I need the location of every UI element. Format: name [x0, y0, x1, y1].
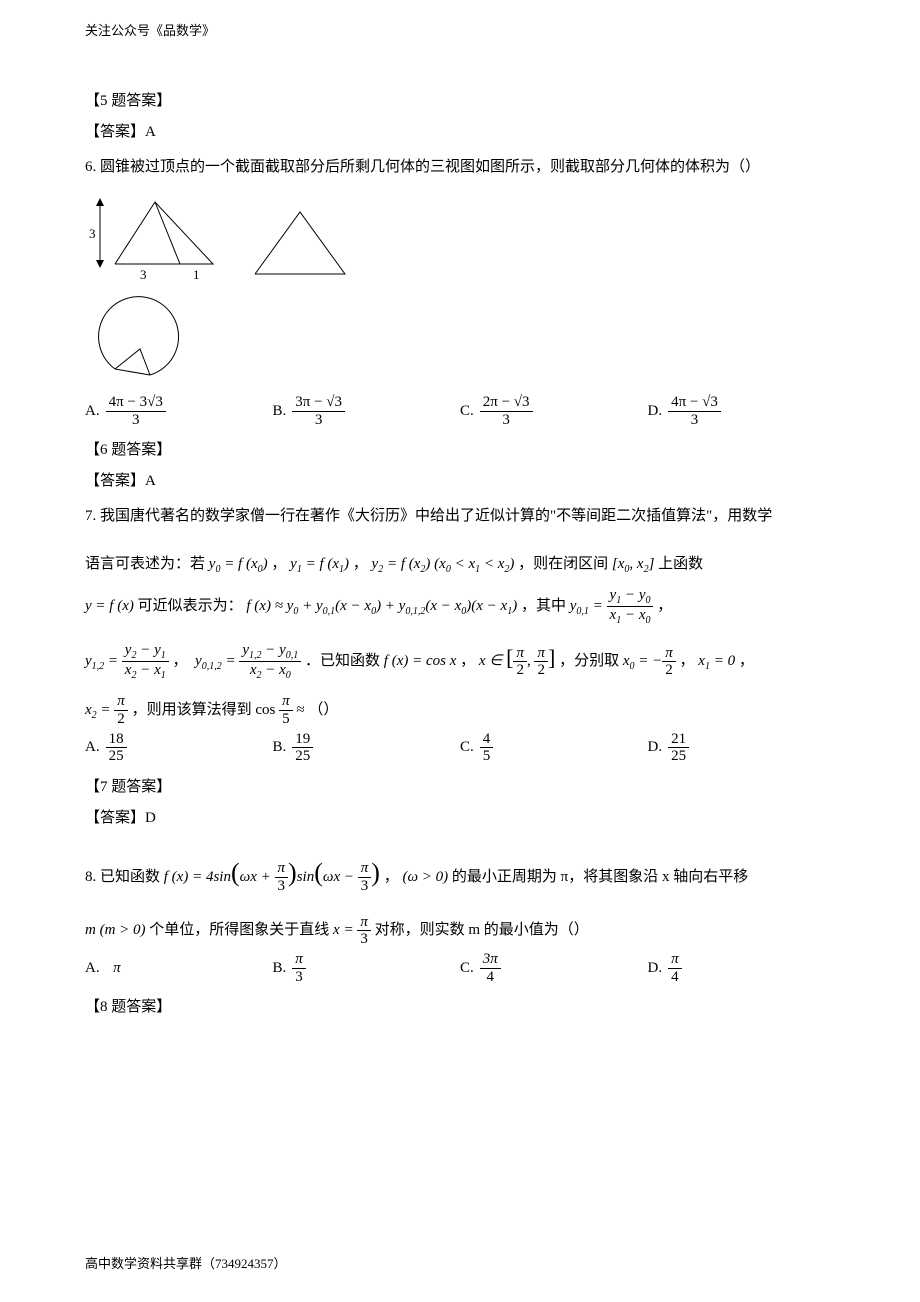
q7-option-a: A. 1825: [85, 731, 273, 765]
q6-options: A. 4π − 3√33 B. 3π − √33 C. 2π − √33 D. …: [85, 394, 835, 428]
top-view-diagram: [85, 284, 195, 384]
q5-answer-heading: 【5 题答案】: [85, 89, 835, 110]
q6-answer: 【答案】A: [85, 469, 835, 490]
q7-line1: 7. 我国唐代著名的数学家僧一行在著作《大衍历》中给出了近似计算的"不等间距二次…: [85, 500, 835, 533]
q7-answer-heading: 【7 题答案】: [85, 775, 835, 796]
q8-option-d: D. π4: [648, 951, 836, 985]
q7-line2: 语言可表述为：若 y0 = f (x0) ， y1 = f (x1) ， y2 …: [85, 543, 835, 585]
q6-option-d: D. 4π − √33: [648, 394, 836, 428]
q7-line3: y = f (x) 可近似表示为： f (x) ≈ y0 + y0,1(x − …: [85, 585, 835, 627]
svg-text:3: 3: [140, 267, 147, 282]
q6-diagrams: 3 3 1: [85, 194, 835, 384]
q7-answer: 【答案】D: [85, 806, 835, 827]
q6-option-b: B. 3π − √33: [273, 394, 461, 428]
svg-text:1: 1: [193, 267, 200, 282]
q8-options: A. π B. π3 C. 3π4 D. π4: [85, 951, 835, 985]
q8-option-b: B. π3: [273, 951, 461, 985]
side-view-diagram: [245, 204, 355, 284]
q7-option-c: C. 45: [460, 731, 648, 765]
q8-line2: m (m > 0) 个单位，所得图象关于直线 x = π3 对称，则实数 m 的…: [85, 909, 835, 951]
front-view-diagram: 3 3 1: [85, 194, 215, 284]
q8-option-a: A. π: [85, 951, 273, 985]
svg-text:3: 3: [89, 226, 96, 241]
q7-option-d: D. 2125: [648, 731, 836, 765]
q7-option-b: B. 1925: [273, 731, 461, 765]
q8-option-c: C. 3π4: [460, 951, 648, 985]
q7-line4: y1,2 = y2 − y1x2 − x1 ， y0,1,2 = y1,2 − …: [85, 627, 835, 689]
q6-text: 6. 圆锥被过顶点的一个截面截取部分后所剩几何体的三视图如图所示，则截取部分几何…: [85, 151, 835, 184]
page-header: 关注公众号《品数学》: [85, 20, 835, 39]
q5-answer: 【答案】A: [85, 120, 835, 141]
q7-options: A. 1825 B. 1925 C. 45 D. 2125: [85, 731, 835, 765]
q6-answer-heading: 【6 题答案】: [85, 438, 835, 459]
page-footer: 高中数学资料共享群（734924357）: [85, 1253, 287, 1272]
q7-line5: x2 = π2 ，则用该算法得到 cos π5 ≈ （）: [85, 689, 835, 731]
q6-option-c: C. 2π − √33: [460, 394, 648, 428]
q8-answer-heading: 【8 题答案】: [85, 995, 835, 1016]
q8-line1: 8. 已知函数 f (x) = 4sin(ωx + π3)sin(ωx − π3…: [85, 837, 835, 910]
q6-option-a: A. 4π − 3√33: [85, 394, 273, 428]
